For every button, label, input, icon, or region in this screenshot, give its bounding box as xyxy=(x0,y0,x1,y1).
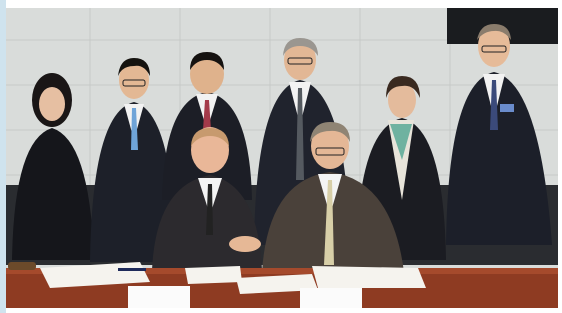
pen xyxy=(118,268,146,271)
glasses-case xyxy=(8,262,36,270)
page xyxy=(0,0,562,313)
photo xyxy=(0,0,562,313)
left-strip xyxy=(0,0,6,313)
handshake xyxy=(229,236,261,252)
